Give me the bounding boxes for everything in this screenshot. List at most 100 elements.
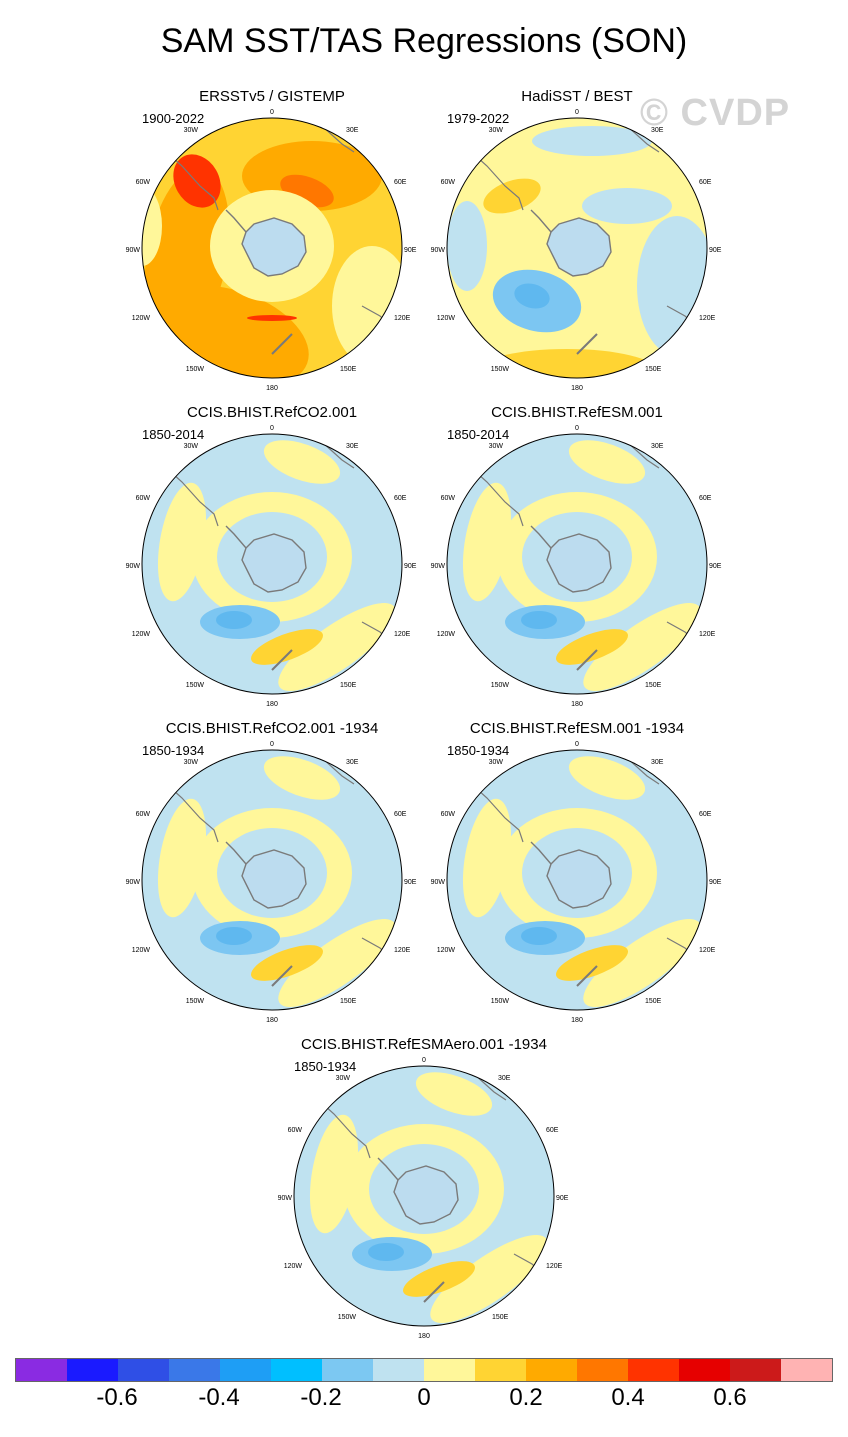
longitude-label: 150E xyxy=(645,682,662,689)
longitude-label: 0 xyxy=(575,425,579,432)
longitude-label: 120E xyxy=(394,947,411,954)
panel-title: CCIS.BHIST.RefCO2.001 -1934 xyxy=(165,720,379,737)
africa-coast xyxy=(626,757,660,785)
longitude-label: 60E xyxy=(699,495,712,502)
anomaly-region xyxy=(247,315,297,321)
longitude-label: 90E xyxy=(709,563,722,570)
polar-map: 0 30W 30E 60W 60E 90W 90E 120W 120E 150W 150E 180 xyxy=(278,1057,569,1340)
new-zealand-coast xyxy=(271,649,293,671)
longitude-label: 60W xyxy=(288,1127,303,1134)
new-zealand-coast xyxy=(576,333,598,355)
anomaly-region xyxy=(142,186,162,266)
anomaly-region xyxy=(216,927,252,945)
globe-outline xyxy=(446,433,708,695)
globe-outline xyxy=(141,117,403,379)
anomaly-region xyxy=(556,945,628,981)
anomaly-region xyxy=(157,482,207,602)
longitude-label: 0 xyxy=(422,1057,426,1064)
longitude-label: 90W xyxy=(126,563,141,570)
antarctica-land xyxy=(393,1165,459,1225)
africa-coast xyxy=(321,125,355,153)
longitude-label: 60W xyxy=(441,179,456,186)
longitude-label: 30W xyxy=(184,127,199,134)
longitude-label: 150W xyxy=(338,1314,357,1321)
anomaly-region xyxy=(582,188,672,224)
longitude-label: 60E xyxy=(699,811,712,818)
longitude-label: 90W xyxy=(431,879,446,886)
new-zealand-coast xyxy=(576,965,598,987)
anomaly-region xyxy=(216,611,252,629)
longitude-label: 120W xyxy=(132,315,151,322)
longitude-label: 180 xyxy=(266,701,278,708)
longitude-label: 120E xyxy=(546,1263,563,1270)
colorbar-label: -0.2 xyxy=(300,1384,342,1411)
globe-outline xyxy=(293,1065,555,1327)
longitude-label: 120E xyxy=(699,315,716,322)
longitude-label: 150W xyxy=(186,998,205,1005)
panel-title: ERSSTv5 / GISTEMP xyxy=(199,88,345,105)
anomaly-region xyxy=(462,798,512,918)
longitude-label: 150W xyxy=(491,998,510,1005)
colorbar-label: 0.4 xyxy=(611,1384,645,1411)
polar-map: 0 30W 30E 60W 60E 90W 90E 120W 120E 150W 150E 180 xyxy=(126,741,417,1024)
panel-period: 1900-2022 xyxy=(142,111,205,126)
new-zealand-coast xyxy=(423,1281,445,1303)
longitude-label: 30E xyxy=(651,759,664,766)
longitude-label: 0 xyxy=(270,741,274,748)
longitude-label: 120W xyxy=(284,1263,303,1270)
longitude-label: 60E xyxy=(394,179,407,186)
colorbar-cell xyxy=(271,1359,322,1381)
colorbar xyxy=(15,1358,833,1382)
longitude-label: 90W xyxy=(431,247,446,254)
new-zealand-coast xyxy=(271,965,293,987)
longitude-label: 180 xyxy=(266,1017,278,1024)
polar-map: 0 30W 30E 60W 60E 90W 90E 120W 120E 150W 150E 180 xyxy=(431,741,722,1024)
colorbar-label: -0.6 xyxy=(96,1384,138,1411)
longitude-label: 30E xyxy=(498,1075,511,1082)
longitude-label: 90W xyxy=(126,879,141,886)
anomaly-region xyxy=(477,349,657,378)
colorbar-cell xyxy=(475,1359,526,1381)
antarctica-land xyxy=(546,217,612,277)
longitude-label: 90E xyxy=(404,879,417,886)
longitude-label: 150W xyxy=(491,366,510,373)
colorbar-cell xyxy=(781,1359,832,1381)
colorbar-label: 0 xyxy=(417,1384,431,1411)
longitude-label: 30W xyxy=(489,127,504,134)
panel-title: CCIS.BHIST.RefESM.001 xyxy=(491,404,663,421)
anomaly-region xyxy=(263,440,341,484)
panel-title: CCIS.BHIST.RefCO2.001 xyxy=(186,404,358,421)
globe-outline xyxy=(141,433,403,695)
anomaly-region xyxy=(483,178,541,214)
longitude-label: 30E xyxy=(651,127,664,134)
panel-hadisst-best: HadiSST / BEST 1979-2022 0 30W 30E 60W 60E 90… xyxy=(427,88,727,398)
longitude-label: 60E xyxy=(394,811,407,818)
longitude-label: 30W xyxy=(184,443,199,450)
longitude-label: 90E xyxy=(709,247,722,254)
colorbar-label: 0.6 xyxy=(713,1384,747,1411)
longitude-label: 60E xyxy=(394,495,407,502)
anomaly-region xyxy=(251,629,323,665)
colorbar-cell xyxy=(322,1359,373,1381)
longitude-label: 180 xyxy=(571,1017,583,1024)
panel-title: CCIS.BHIST.RefESM.001 -1934 xyxy=(469,720,685,737)
colorbar-cell xyxy=(169,1359,220,1381)
panel-refesmaero-1934: CCIS.BHIST.RefESMAero.001 -1934 1850-193… xyxy=(274,1036,574,1346)
anomaly-region xyxy=(637,216,707,356)
longitude-label: 90E xyxy=(556,1195,569,1202)
anomaly-region xyxy=(263,756,341,800)
panel-period: 1850-2014 xyxy=(447,427,510,442)
africa-coast xyxy=(321,441,355,469)
panel-period: 1850-1934 xyxy=(142,743,205,758)
colorbar-cell xyxy=(118,1359,169,1381)
longitude-label: 60W xyxy=(136,179,151,186)
panel-refesm: CCIS.BHIST.RefESM.001 1850-2014 0 30W 30E 6… xyxy=(427,404,727,714)
anomaly-region xyxy=(144,167,230,345)
antarctica-land xyxy=(241,533,307,593)
longitude-label: 0 xyxy=(270,425,274,432)
longitude-label: 0 xyxy=(575,109,579,116)
longitude-label: 90E xyxy=(404,247,417,254)
panel-period: 1850-1934 xyxy=(447,743,510,758)
colorbar-cell xyxy=(628,1359,679,1381)
colorbar-cell xyxy=(577,1359,628,1381)
